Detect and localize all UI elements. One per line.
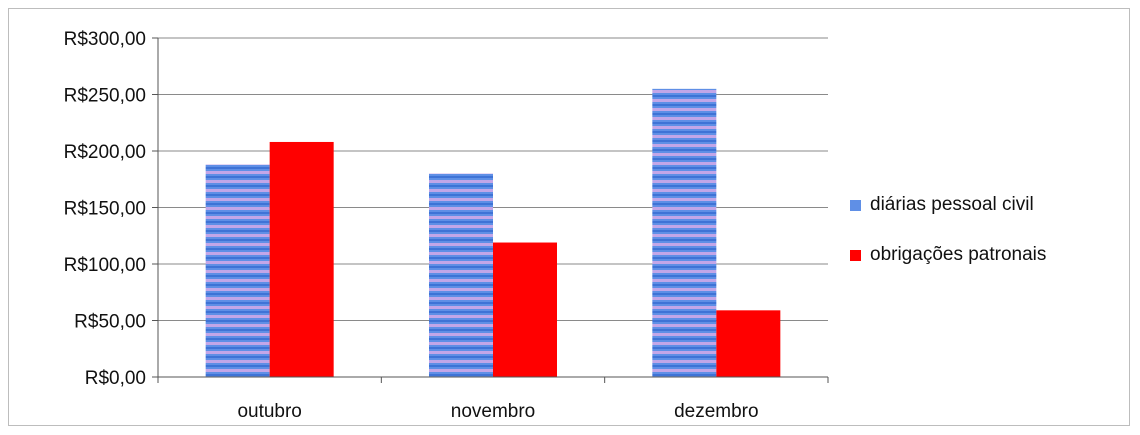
y-tick-label: R$0,00: [85, 368, 146, 389]
legend-label-obrigacoes: obrigações patronais: [870, 244, 1047, 265]
legend: diárias pessoal civil obrigações patrona…: [850, 190, 1046, 290]
x-tick-label: outubro: [237, 401, 301, 422]
x-axis-ticks: outubro novembro dezembro: [157, 377, 829, 422]
legend-item-diarias: diárias pessoal civil: [850, 190, 1046, 220]
y-tick-label: R$300,00: [64, 29, 146, 50]
legend-item-obrigacoes: obrigações patronais: [850, 240, 1046, 270]
y-tick-label: R$250,00: [64, 86, 146, 107]
chart-frame: [8, 8, 1130, 426]
bar-obrigacoes-outubro: [269, 141, 334, 377]
y-axis-ticks: R$0,00 R$50,00 R$100,00 R$150,00 R$200,00 R$2…: [64, 29, 158, 389]
y-tick-label: R$100,00: [64, 255, 146, 276]
legend-swatch-obrigacoes: [850, 249, 861, 261]
bar-diarias-novembro: [429, 173, 493, 377]
legend-swatch-diarias: [850, 199, 861, 211]
y-tick-label: R$150,00: [64, 199, 146, 220]
bar-obrigacoes-dezembro: [716, 310, 781, 377]
x-tick-label: novembro: [451, 401, 536, 422]
bars: [205, 88, 781, 377]
bar-diarias-dezembro: [652, 88, 717, 377]
axes: [157, 38, 828, 378]
y-tick-label: R$50,00: [74, 312, 146, 333]
y-tick-label: R$200,00: [64, 142, 146, 163]
x-tick-label: dezembro: [674, 401, 759, 422]
legend-label-diarias: diárias pessoal civil: [870, 194, 1034, 215]
bar-obrigacoes-novembro: [493, 242, 557, 377]
bar-diarias-outubro: [205, 164, 270, 377]
